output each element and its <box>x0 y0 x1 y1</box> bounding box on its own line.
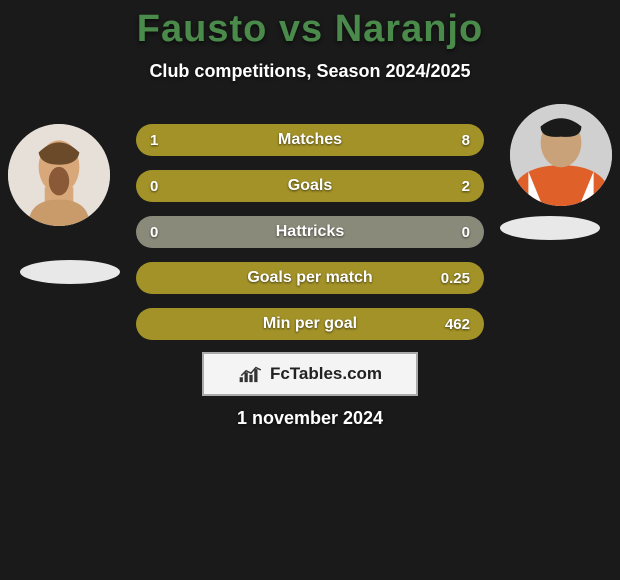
avatar-right-shadow <box>500 216 600 240</box>
avatar-right-image <box>510 104 612 206</box>
page-title: Fausto vs Naranjo <box>0 0 620 51</box>
player-avatar-right <box>510 104 612 206</box>
stat-label: Goals <box>288 177 332 195</box>
player-avatar-left <box>8 124 110 226</box>
stat-row-matches: 1 Matches 8 <box>136 124 484 156</box>
branding-box: FcTables.com <box>202 352 418 396</box>
stat-value-right: 2 <box>462 178 470 195</box>
stat-row-hattricks: 0 Hattricks 0 <box>136 216 484 248</box>
avatar-left-image <box>8 124 110 226</box>
date-text: 1 november 2024 <box>0 408 620 429</box>
fctables-logo-icon <box>238 364 264 384</box>
stat-value-left: 0 <box>150 224 158 241</box>
avatar-left-shadow <box>20 260 120 284</box>
stat-row-goals-per-match: Goals per match 0.25 <box>136 262 484 294</box>
stat-label: Min per goal <box>263 315 357 333</box>
stat-label: Goals per match <box>247 269 372 287</box>
stat-label: Matches <box>278 131 342 149</box>
stat-value-left: 0 <box>150 178 158 195</box>
subtitle: Club competitions, Season 2024/2025 <box>0 61 620 82</box>
stat-row-goals: 0 Goals 2 <box>136 170 484 202</box>
branding-text: FcTables.com <box>270 364 382 384</box>
stats-bars: 1 Matches 8 0 Goals 2 0 Hattricks 0 Goals per mat… <box>136 124 484 354</box>
stat-value-right: 462 <box>445 316 470 333</box>
stat-label: Hattricks <box>276 223 344 241</box>
stat-value-right: 0 <box>462 224 470 241</box>
stat-value-right: 0.25 <box>441 270 470 287</box>
stat-value-left: 1 <box>150 132 158 149</box>
stat-value-right: 8 <box>462 132 470 149</box>
stat-row-min-per-goal: Min per goal 462 <box>136 308 484 340</box>
